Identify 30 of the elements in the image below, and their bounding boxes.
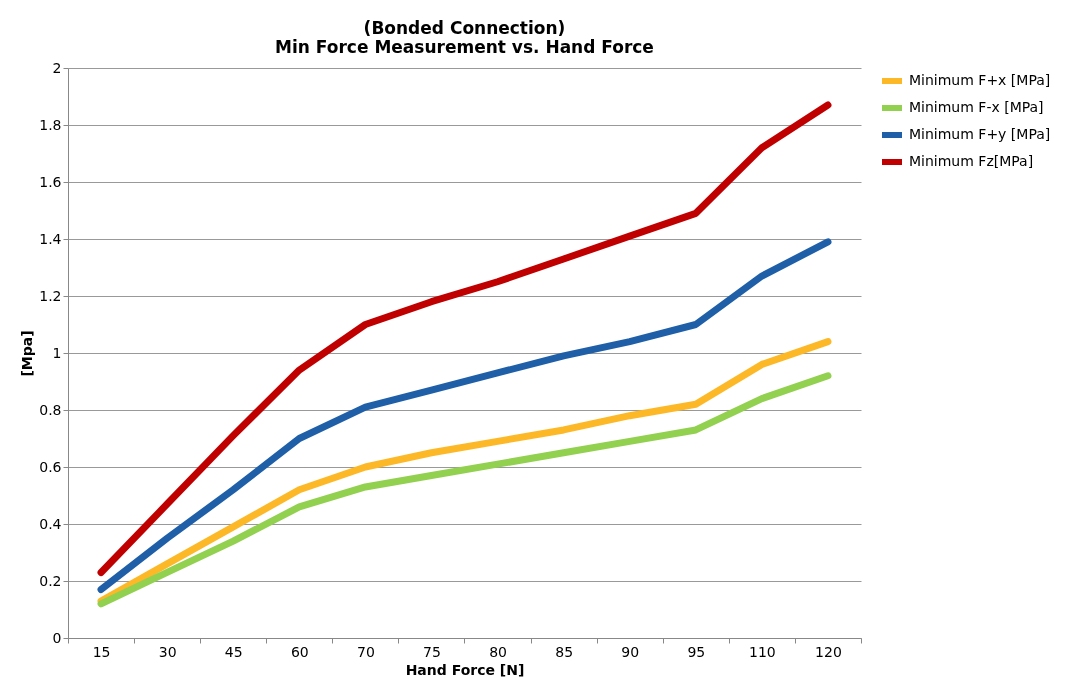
legend-label: Minimum F+x [MPa] (909, 72, 1051, 88)
x-tick-label: 80 (489, 643, 507, 660)
chart-title: (Bonded Connection) Min Force Measurement vs. Hand Force (275, 18, 654, 57)
y-tick-label: 1.2 (39, 287, 62, 304)
y-tick-label: 2 (52, 59, 62, 76)
x-tick-label: 120 (815, 643, 842, 660)
x-tick-label: 90 (621, 643, 640, 660)
x-axis-title: Hand Force [N] (405, 661, 525, 678)
x-tick-label: 95 (687, 643, 706, 660)
y-tick-label: 1 (52, 344, 62, 361)
legend-label: Minimum F+y [MPa] (909, 126, 1051, 142)
x-tick-label: 75 (423, 643, 441, 660)
x-tick-label: 30 (158, 643, 177, 660)
y-tick-label: 0.6 (39, 458, 62, 475)
x-tick-label: 70 (356, 643, 375, 660)
x-tick-label: 60 (290, 643, 309, 660)
y-tick-label: 0 (52, 629, 62, 646)
x-tick-label: 110 (749, 643, 776, 660)
y-tick-label: 0.8 (39, 401, 62, 418)
x-tick-label: 45 (224, 643, 243, 660)
x-tick-label: 85 (555, 643, 574, 660)
x-tick-label: 15 (92, 643, 111, 660)
y-axis-title: [Mpa] (19, 330, 36, 377)
y-tick-label: 0.4 (39, 515, 62, 532)
y-tick-label: 0.2 (39, 572, 62, 589)
y-tick-label: 1.4 (39, 230, 62, 247)
legend-label: Minimum F-x [MPa] (909, 99, 1044, 115)
y-tick-label: 1.6 (39, 173, 62, 190)
y-tick-label: 1.8 (39, 116, 62, 133)
legend-label: Minimum Fz[MPa] (909, 153, 1034, 169)
